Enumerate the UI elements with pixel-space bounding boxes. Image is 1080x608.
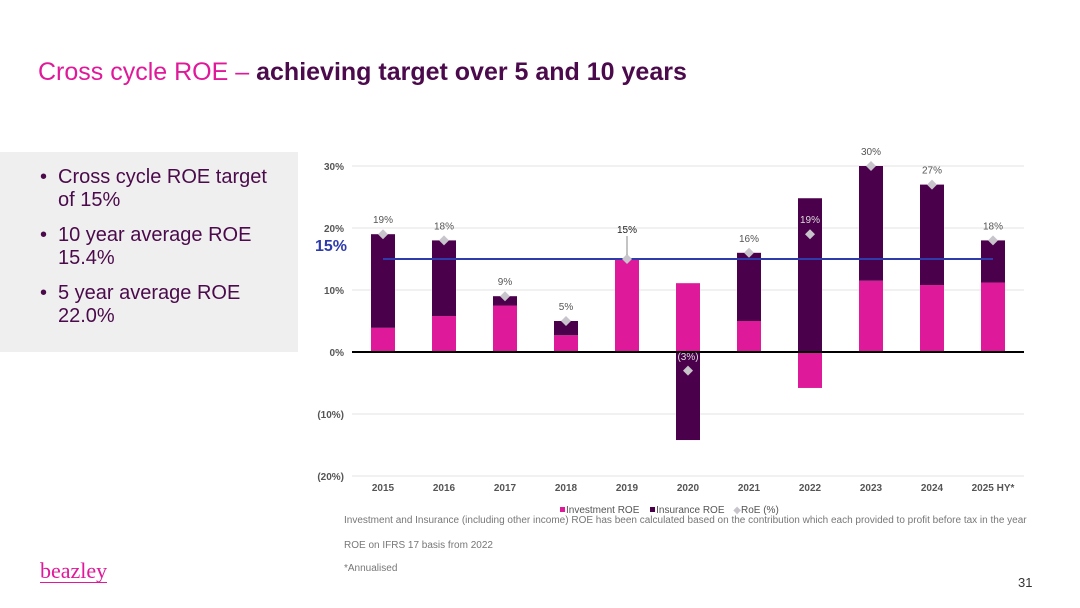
- x-tick-label: 2018: [555, 483, 578, 494]
- roe-data-label: 18%: [434, 221, 454, 232]
- bullet: 10 year average ROE 15.4%: [40, 224, 278, 270]
- roe-marker: [622, 254, 632, 264]
- roe-marker: [988, 235, 998, 246]
- roe-data-label: 30%: [861, 147, 881, 158]
- footnote: Investment and Insurance (including othe…: [344, 515, 1027, 526]
- legend-investment: Investment ROE: [566, 505, 640, 516]
- roe-marker: [683, 365, 693, 376]
- bar-insurance-roe: [737, 252, 761, 321]
- y-tick-label: 30%: [324, 162, 344, 173]
- title-part1: Cross cycle ROE –: [38, 58, 257, 86]
- diamond-icon: ◆: [733, 505, 741, 516]
- bar-investment-roe: [981, 282, 1005, 352]
- bullet: 5 year average ROE 22.0%: [40, 282, 278, 328]
- roe-data-label: 19%: [373, 215, 393, 226]
- summary-panel: Cross cycle ROE target of 15% 10 year av…: [0, 152, 298, 352]
- bar-investment-roe: [371, 327, 395, 352]
- x-tick-label: 2020: [677, 483, 700, 494]
- x-tick-label: 2022: [799, 483, 822, 494]
- roe-marker: [439, 235, 449, 246]
- x-tick-label: 2016: [433, 483, 456, 494]
- x-tick-label: 2023: [860, 483, 883, 494]
- x-tick-label: 2015: [372, 483, 395, 494]
- x-tick-label: 2019: [616, 483, 639, 494]
- roe-marker: [378, 229, 388, 240]
- roe-marker: [500, 291, 510, 302]
- footnote: *Annualised: [344, 563, 398, 574]
- roe-data-label: 5%: [559, 302, 574, 313]
- roe-data-label: 15%: [617, 225, 637, 236]
- bar-insurance-roe: [371, 234, 395, 328]
- slide-title: Cross cycle ROE – achieving target over …: [38, 58, 687, 87]
- y-tick-label: 0%: [330, 348, 345, 359]
- legend-insurance: Insurance ROE: [656, 505, 725, 516]
- bar-investment-roe: [615, 259, 639, 352]
- roe-marker: [866, 161, 876, 171]
- roe-marker: [927, 179, 937, 190]
- footnote: ROE on IFRS 17 basis from 2022: [344, 540, 493, 551]
- y-tick-label: 20%: [324, 224, 344, 235]
- legend: Investment ROE Insurance ROE ◆RoE (%): [560, 505, 779, 516]
- bar-investment-roe: [554, 335, 578, 352]
- legend-roe: RoE (%): [741, 505, 779, 516]
- x-tick-label: 2024: [921, 483, 944, 494]
- roe-marker: [744, 247, 754, 258]
- roe-data-label: 9%: [498, 277, 513, 288]
- roe-data-label: (3%): [677, 352, 698, 363]
- y-tick-label: (10%): [317, 410, 344, 421]
- bar-investment-roe: [920, 285, 944, 352]
- roe-data-label: 19%: [800, 215, 820, 226]
- title-part2: achieving target over 5 and 10 years: [256, 58, 687, 86]
- bar-investment-roe: [798, 352, 822, 388]
- bullet: Cross cycle ROE target of 15%: [40, 166, 278, 212]
- x-tick-label: 2017: [494, 483, 517, 494]
- legend-swatch-investment: [560, 507, 565, 512]
- beazley-logo: beazley: [40, 558, 108, 583]
- bar-investment-roe: [432, 316, 456, 352]
- bar-insurance-roe: [676, 352, 700, 441]
- roe-data-label: 18%: [983, 221, 1003, 232]
- bar-investment-roe: [493, 305, 517, 352]
- y-tick-label: (20%): [317, 472, 344, 483]
- bar-insurance-roe: [920, 184, 944, 286]
- bar-insurance-roe: [432, 240, 456, 317]
- roe-data-label: 16%: [739, 234, 759, 245]
- y-tick-label: 10%: [324, 286, 344, 297]
- bar-insurance-roe: [798, 198, 822, 352]
- bar-insurance-roe: [859, 166, 883, 281]
- target-label: 15%: [315, 238, 347, 255]
- bar-investment-roe: [737, 321, 761, 352]
- x-tick-label: 2025 HY*: [972, 483, 1015, 494]
- roe-data-label: 27%: [922, 166, 942, 177]
- bar-investment-roe: [859, 280, 883, 352]
- roe-marker: [805, 229, 815, 240]
- bar-investment-roe: [676, 283, 700, 352]
- page-number: 31: [1018, 575, 1033, 590]
- x-tick-label: 2021: [738, 483, 761, 494]
- roe-marker: [561, 316, 571, 326]
- legend-swatch-insurance: [650, 507, 656, 512]
- bar-insurance-roe: [554, 321, 578, 336]
- bar-insurance-roe: [981, 240, 1005, 283]
